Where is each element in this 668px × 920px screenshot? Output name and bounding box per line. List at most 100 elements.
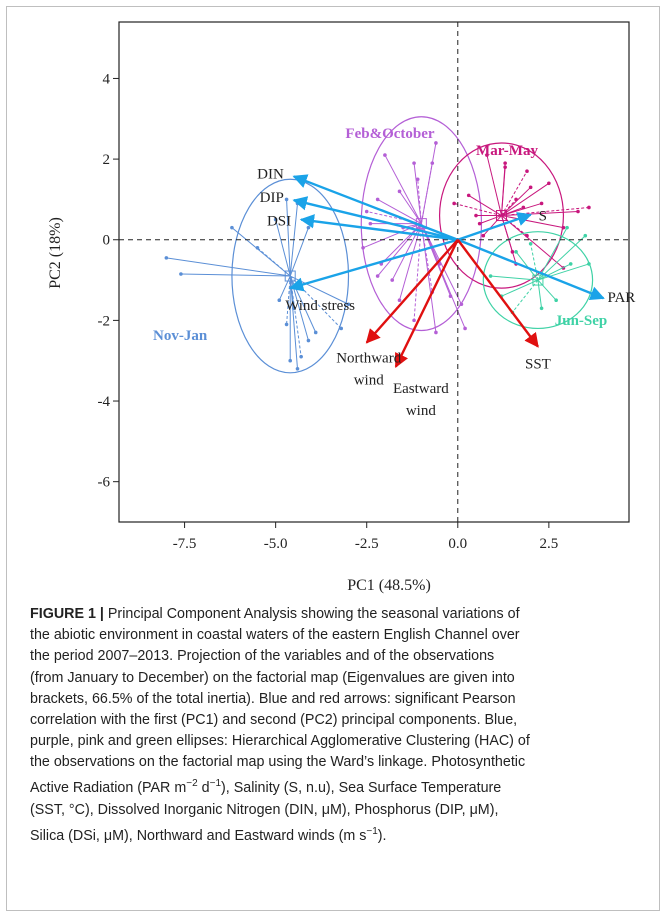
- arrow-label-eastward-wind: wind: [406, 403, 437, 419]
- cluster-ellipse: [360, 116, 483, 332]
- observation-spoke: [362, 223, 422, 249]
- observation-spoke: [537, 280, 543, 309]
- arrow-label-sst: SST: [525, 357, 551, 373]
- x-tick-label: 2.5: [539, 536, 558, 552]
- observation-point: [306, 225, 311, 230]
- observation-spoke: [278, 275, 291, 301]
- observation-point: [554, 298, 558, 303]
- x-tick-label: -5.0: [264, 536, 288, 552]
- observation-spoke: [501, 215, 564, 229]
- observation-point: [510, 250, 515, 254]
- variable-arrows: DIN DIP DSI Wind stress S PAR Northward wind Eas…: [257, 166, 635, 418]
- x-tick-label: -2.5: [355, 536, 379, 552]
- observation-spoke: [454, 202, 502, 217]
- caption-label: FIGURE 1 |: [30, 606, 104, 622]
- observation-spoke: [420, 163, 433, 224]
- cluster-centroid: [496, 210, 507, 222]
- y-axis-title: PC2 (18%): [47, 217, 64, 289]
- x-tick-label: 0.0: [448, 536, 467, 552]
- cluster-label-jun-sep: Jun-Sep: [555, 313, 608, 329]
- arrow-wind-stress: [288, 238, 459, 292]
- arrow-northward-wind: [365, 238, 459, 344]
- axes: -7.5 -5.0 -2.5 0.0 2.5 4 2 0 -2 -4 -6: [98, 71, 559, 552]
- observation-point: [284, 322, 289, 327]
- x-tick-label: -7.5: [173, 536, 197, 552]
- cluster-layer: Nov-Jan Feb&October Mar-May Jun-Sep: [153, 116, 608, 374]
- observation-point: [295, 366, 300, 371]
- observation-point: [368, 221, 373, 226]
- arrow-dip: [292, 196, 459, 241]
- observation-point: [284, 197, 289, 202]
- arrow-label-eastward-wind: Eastward: [393, 381, 449, 397]
- observation-point: [288, 358, 293, 363]
- observation-spoke: [391, 223, 422, 281]
- observation-spoke: [399, 223, 422, 301]
- observation-point: [306, 338, 311, 343]
- observation-point: [434, 141, 438, 145]
- observation-point: [292, 306, 296, 311]
- cluster-label-feb-october: Feb&October: [345, 126, 434, 142]
- observation-spoke: [377, 198, 422, 225]
- observation-spoke: [515, 251, 539, 281]
- observation-point: [430, 161, 435, 165]
- observation-spoke: [501, 215, 564, 269]
- observation-point: [364, 209, 369, 214]
- observation-point: [539, 201, 544, 206]
- observation-point: [514, 197, 518, 202]
- observation-spoke: [286, 275, 291, 325]
- cluster-label-mar-may: Mar-May: [476, 143, 538, 159]
- observation-spoke: [384, 154, 422, 224]
- observation-point: [375, 197, 380, 202]
- observation-spoke: [501, 215, 513, 252]
- observation-point: [383, 153, 387, 157]
- observation-point: [568, 262, 573, 266]
- observation-spoke: [166, 257, 291, 277]
- observation-spoke: [501, 170, 528, 216]
- caption-superscript: −1: [209, 778, 222, 790]
- x-axis-title: PC1 (48.5%): [347, 577, 431, 594]
- observation-spoke: [275, 219, 291, 277]
- observation-spoke: [420, 223, 441, 265]
- arrow-label-northward-wind: Northward: [336, 351, 401, 367]
- observation-point: [361, 246, 365, 250]
- observation-point: [313, 330, 318, 335]
- observation-point: [397, 298, 402, 303]
- observation-point: [485, 153, 489, 157]
- caption-text: Principal Component Analysis showing the…: [30, 606, 530, 844]
- observation-point: [277, 298, 282, 303]
- observation-spoke: [286, 199, 291, 277]
- observation-point: [528, 185, 533, 190]
- observation-spoke: [289, 275, 298, 369]
- observation-point: [539, 306, 544, 311]
- cluster-mar-may: [438, 142, 591, 289]
- observation-spoke: [479, 215, 502, 225]
- cluster-nov-jan: [164, 178, 351, 374]
- observation-point: [390, 278, 395, 282]
- observation-spoke: [501, 182, 550, 216]
- figure-caption: FIGURE 1 | Principal Component Analysis …: [30, 604, 642, 847]
- caption-superscript: −1: [366, 825, 378, 837]
- observation-point: [179, 272, 183, 276]
- arrow-label-par: PAR: [608, 290, 636, 306]
- y-tick-label: 0: [103, 233, 111, 249]
- observation-point: [587, 262, 591, 266]
- observation-spoke: [501, 199, 517, 216]
- arrow-sst: [456, 239, 539, 348]
- observation-point: [528, 241, 533, 246]
- cluster-ellipse: [438, 142, 565, 289]
- observation-point: [230, 225, 234, 230]
- y-tick-label: -4: [98, 394, 111, 410]
- observation-point: [481, 233, 486, 238]
- observation-spoke: [530, 243, 539, 281]
- observation-point: [459, 302, 464, 307]
- observation-spoke: [289, 227, 309, 277]
- arrow-label-din: DIN: [257, 166, 284, 182]
- observation-point: [474, 213, 478, 218]
- observation-point: [412, 161, 416, 165]
- observation-point: [397, 189, 402, 194]
- observation-point: [339, 326, 344, 331]
- observation-point: [514, 250, 518, 254]
- cluster-label-nov-jan: Nov-Jan: [153, 328, 208, 344]
- observation-spoke: [501, 279, 539, 297]
- observation-point: [346, 302, 351, 307]
